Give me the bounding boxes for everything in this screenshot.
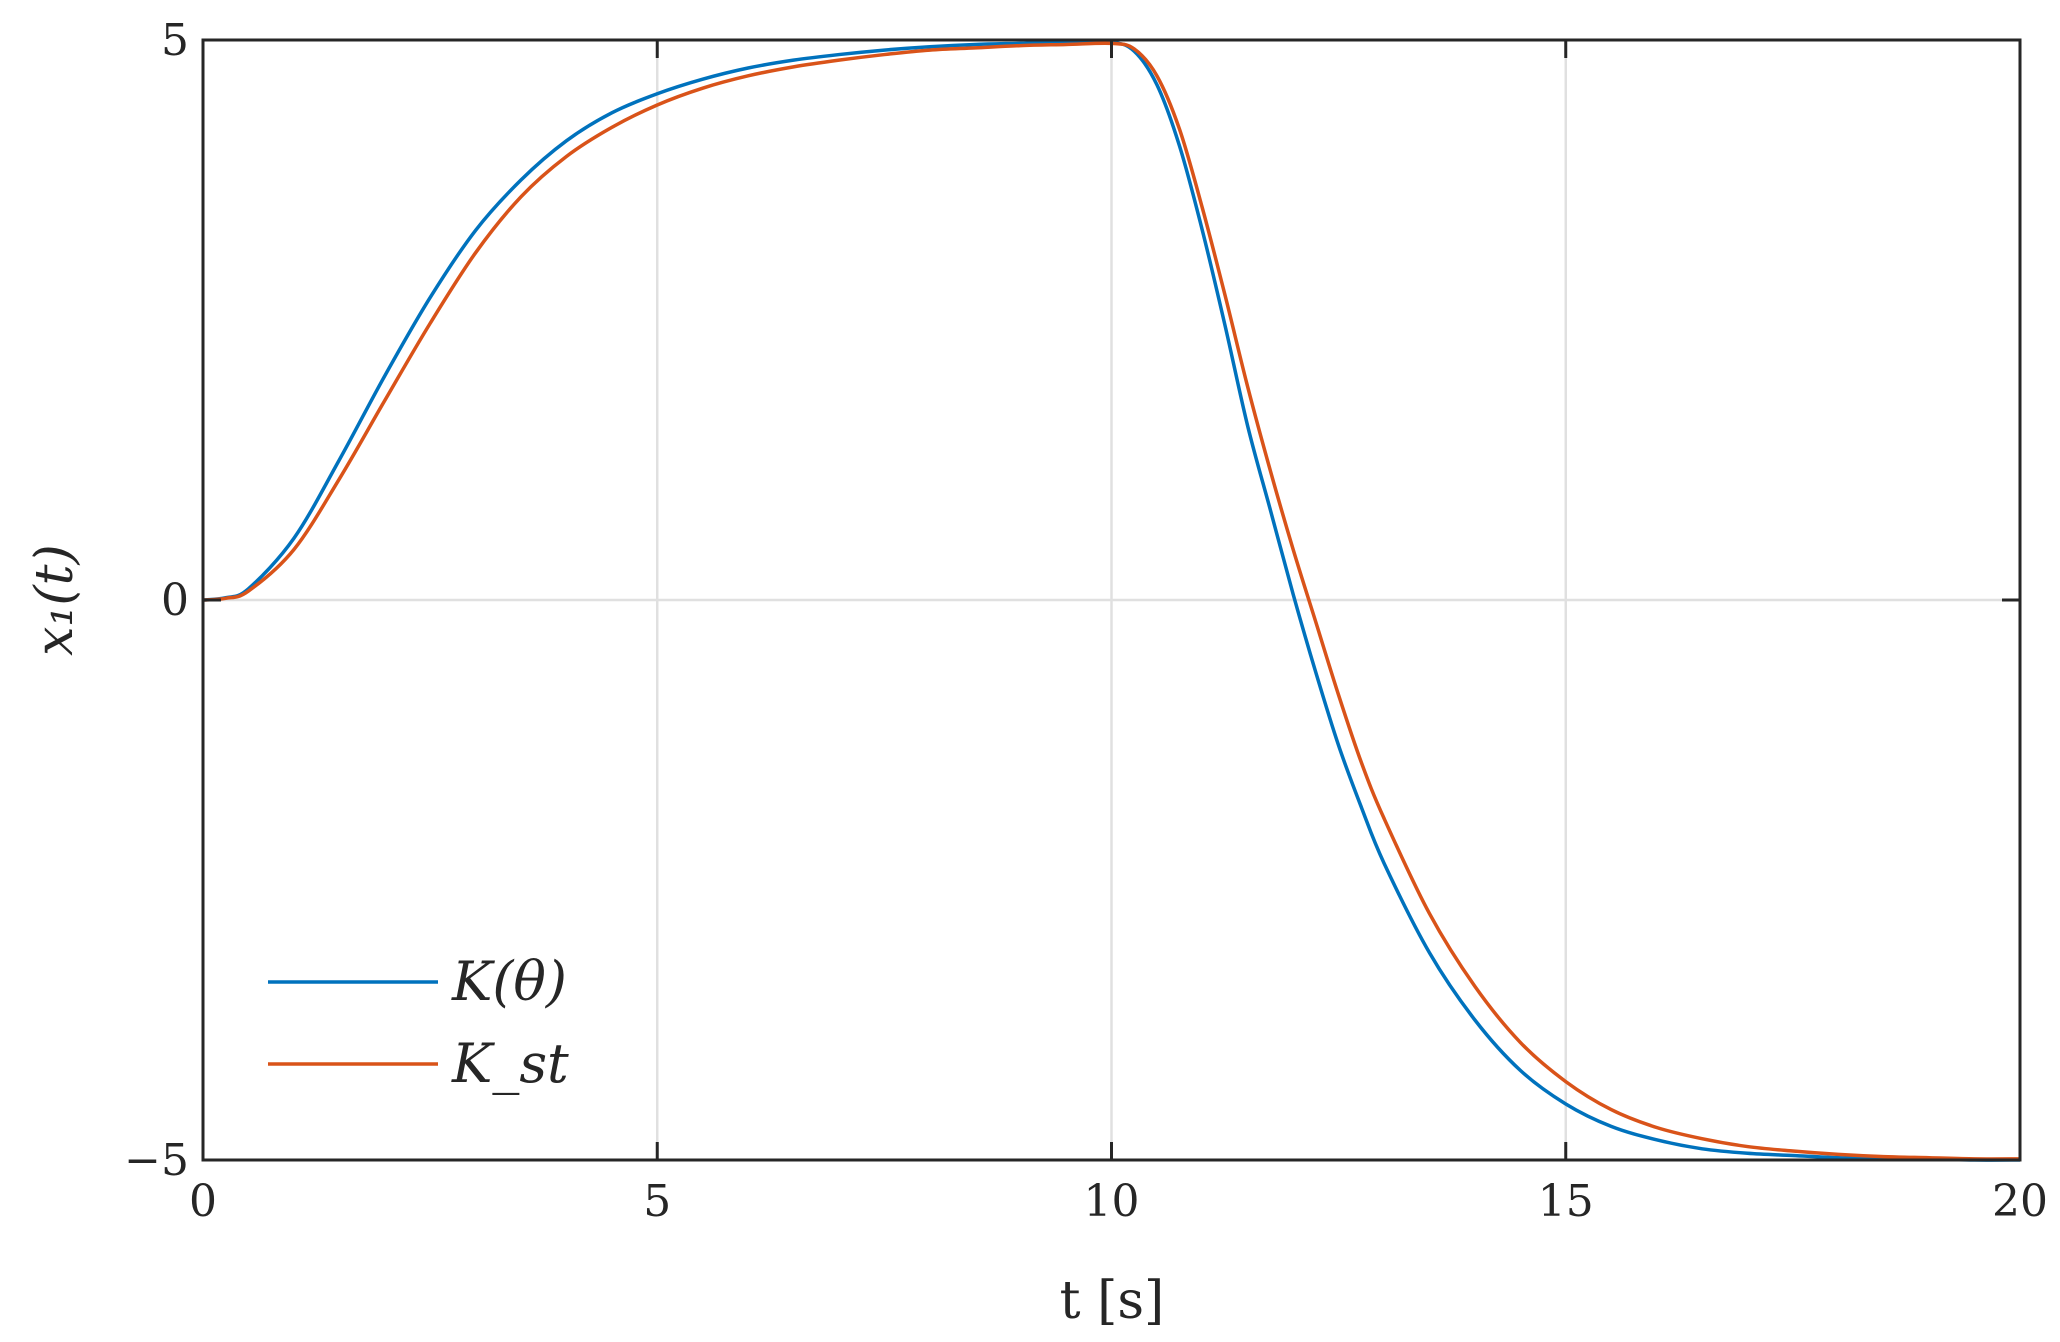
x-axis-title: t [s] — [1060, 1271, 1165, 1331]
series-line-0 — [202, 39, 2021, 1162]
legend-label-0: K(θ) — [451, 950, 567, 1013]
y-tick-label-2: 5 — [161, 15, 189, 66]
x-tick-label-3: 15 — [1538, 1176, 1594, 1227]
series-line-1 — [202, 41, 2021, 1161]
legend-label-1: K_st — [451, 1032, 569, 1095]
x-tick-label-0: 0 — [189, 1176, 217, 1227]
x-tick-label-2: 10 — [1084, 1176, 1140, 1227]
y-axis-title: x₁(t) — [25, 544, 85, 656]
axis-ticks — [201, 38, 2022, 1162]
x-tick-label-4: 20 — [1992, 1176, 2048, 1227]
y-tick-label-0: −5 — [124, 1135, 189, 1186]
legend: K(θ) K_st — [268, 950, 569, 1095]
x-tick-label-1: 5 — [643, 1176, 671, 1227]
y-tick-label-1: 0 — [161, 575, 189, 626]
tick-labels: 0 5 10 15 20−505 — [124, 15, 2048, 1227]
series-lines — [202, 39, 2021, 1162]
